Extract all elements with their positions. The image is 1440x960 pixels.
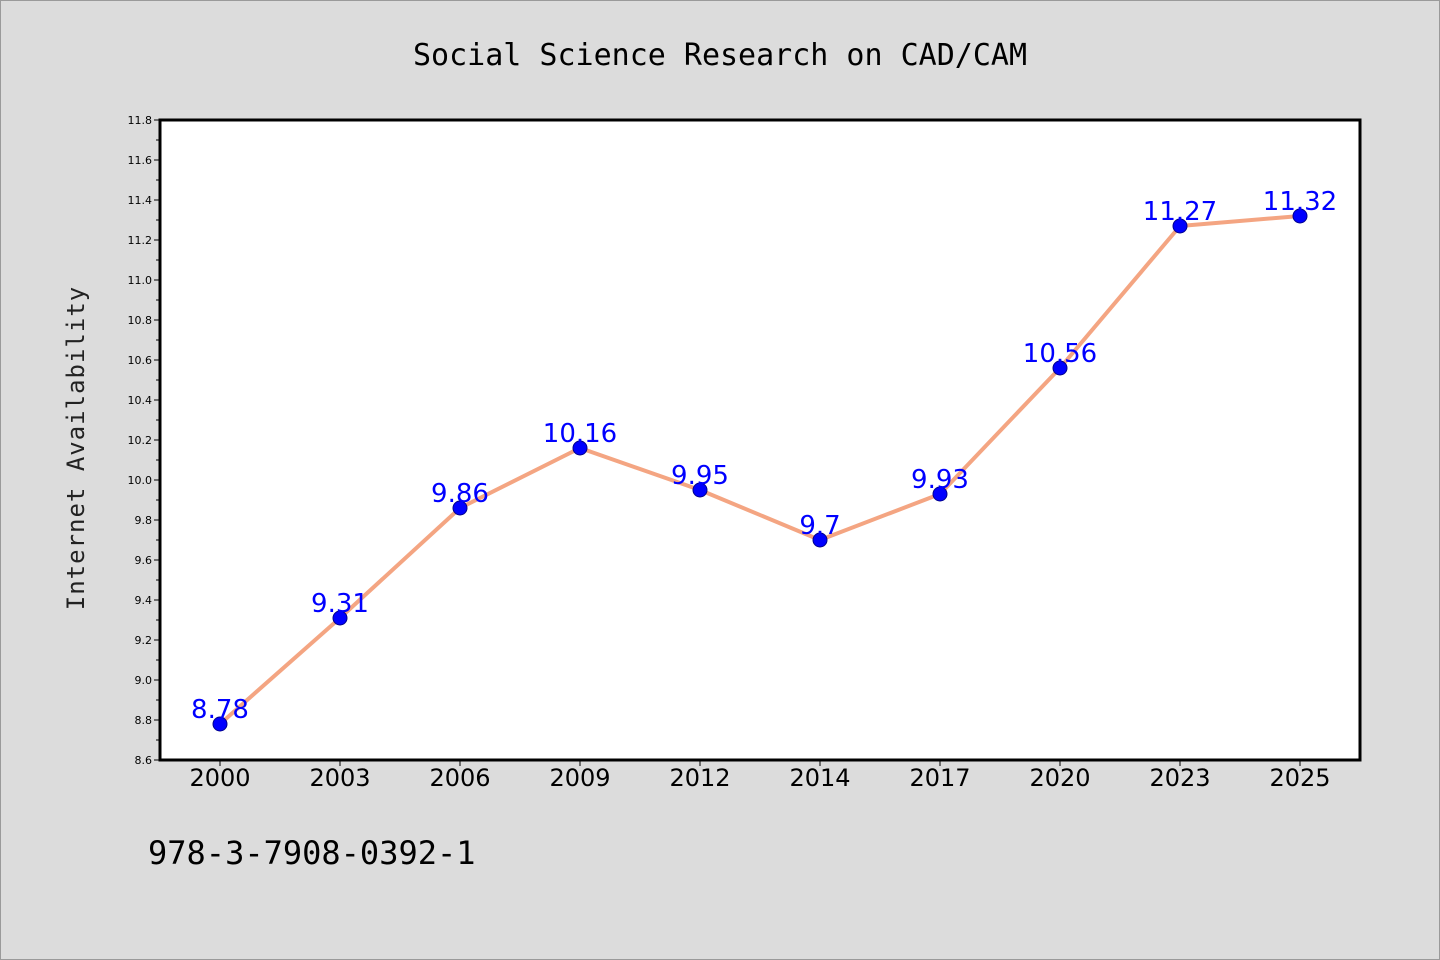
y-tick-label: 10.0 (128, 474, 153, 487)
data-labels-layer: 8.78 9.31 9.86 10.16 9.95 9.7 9.93 10.56 11.27 11… (191, 187, 1337, 725)
data-point (572, 440, 588, 456)
y-tick-label: 9.0 (135, 674, 153, 687)
y-tick-label: 10.6 (128, 354, 153, 367)
data-point (812, 532, 828, 548)
data-label: 9.7 (799, 511, 840, 541)
y-tick-label: 8.8 (135, 714, 153, 727)
x-tick-label: 2009 (549, 764, 610, 792)
y-tick-label: 10.8 (128, 314, 153, 327)
y-tick-label: 11.6 (128, 154, 153, 167)
y-tick-label: 9.4 (135, 594, 153, 607)
data-point (212, 716, 228, 732)
data-label: 8.78 (191, 695, 249, 725)
data-label: 11.27 (1143, 197, 1217, 227)
data-label: 9.86 (431, 479, 489, 509)
y-axis-label: Internet Availability (62, 286, 90, 610)
data-label: 11.32 (1263, 187, 1337, 217)
data-point (932, 486, 948, 502)
y-tick-label: 11.4 (128, 194, 153, 207)
y-tick-label: 11.8 (128, 114, 153, 127)
plot-frame (158, 118, 1362, 762)
x-axis: 2000 2003 2006 2009 2012 2014 2017 2020 2023 2025 (189, 760, 1331, 792)
y-tick-label: 11.2 (128, 234, 153, 247)
data-point (1052, 360, 1068, 376)
data-label: 10.16 (543, 419, 617, 449)
data-point (332, 610, 348, 626)
y-tick-label: 11.0 (128, 274, 153, 287)
chart-title: Social Science Research on CAD/CAM (413, 38, 1027, 73)
y-tick-label: 10.4 (128, 394, 153, 407)
y-tick-label: 9.6 (135, 554, 153, 567)
data-label: 9.95 (671, 461, 729, 491)
series-layer (212, 208, 1308, 732)
x-tick-label: 2006 (429, 764, 490, 792)
data-point (452, 500, 468, 516)
x-tick-label: 2003 (309, 764, 370, 792)
x-tick-label: 2025 (1269, 764, 1330, 792)
data-label: 9.31 (311, 589, 369, 619)
data-point (692, 482, 708, 498)
y-tick-label: 8.6 (135, 754, 153, 767)
isbn-text: 978-3-7908-0392-1 (148, 834, 476, 872)
series-line (218, 214, 1302, 726)
data-label: 10.56 (1023, 339, 1097, 369)
x-tick-label: 2017 (909, 764, 970, 792)
data-point (1292, 208, 1308, 224)
x-tick-label: 2000 (189, 764, 250, 792)
y-tick-label: 10.2 (128, 434, 153, 447)
data-label: 9.93 (911, 465, 969, 495)
x-tick-label: 2023 (1149, 764, 1210, 792)
y-tick-label: 9.2 (135, 634, 153, 647)
plot-area (160, 120, 1360, 760)
x-tick-label: 2020 (1029, 764, 1090, 792)
y-tick-label: 9.8 (135, 514, 153, 527)
data-point (1172, 218, 1188, 234)
x-tick-label: 2012 (669, 764, 730, 792)
x-tick-label: 2014 (789, 764, 850, 792)
